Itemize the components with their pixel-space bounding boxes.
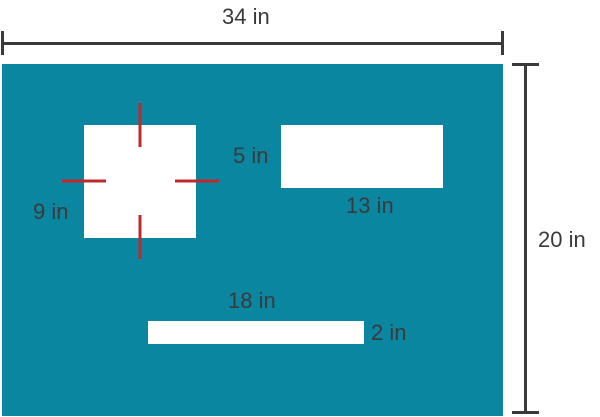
width-dimension-left-tick [1, 31, 4, 55]
height-label: 20 in [538, 227, 586, 252]
rect-cutout [281, 125, 443, 188]
height-dimension-top-tick [512, 63, 539, 66]
strip-cutout-width-label: 18 in [228, 288, 276, 313]
square-cutout-side-label: 9 in [33, 199, 69, 224]
rect-cutout-height-label: 5 in [233, 143, 269, 168]
strip-cutout-height-label: 2 in [371, 320, 407, 345]
height-dimension-line [524, 64, 527, 414]
width-dimension-right-tick [501, 31, 504, 55]
height-dimension-bottom-tick [512, 411, 539, 414]
width-label: 34 in [222, 4, 270, 29]
board-panel [2, 64, 503, 416]
strip-cutout [148, 321, 364, 344]
rect-cutout-width-label: 13 in [346, 193, 394, 218]
width-dimension-line [2, 42, 503, 45]
